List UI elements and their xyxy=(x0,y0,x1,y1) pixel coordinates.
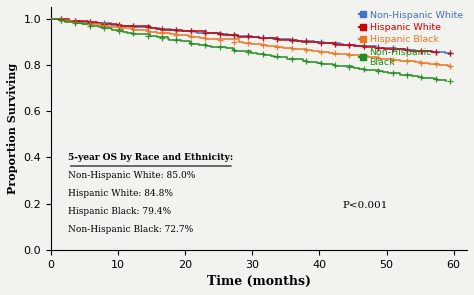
Y-axis label: Proportion Surviving: Proportion Surviving xyxy=(7,63,18,194)
Legend: Non-Hispanic White, Hispanic White, Hispanic Black, Non-Hispanic
Black: Non-Hispanic White, Hispanic White, Hisp… xyxy=(356,7,466,71)
Text: 5-year OS by Race and Ethnicity:: 5-year OS by Race and Ethnicity: xyxy=(68,153,233,162)
Text: Hispanic White: 84.8%: Hispanic White: 84.8% xyxy=(68,189,173,198)
Text: Hispanic Black: 79.4%: Hispanic Black: 79.4% xyxy=(68,207,171,216)
Text: P<0.001: P<0.001 xyxy=(342,201,388,210)
X-axis label: Time (months): Time (months) xyxy=(207,275,311,288)
Text: Non-Hispanic White: 85.0%: Non-Hispanic White: 85.0% xyxy=(68,171,195,180)
Text: Non-Hispanic Black: 72.7%: Non-Hispanic Black: 72.7% xyxy=(68,225,193,235)
